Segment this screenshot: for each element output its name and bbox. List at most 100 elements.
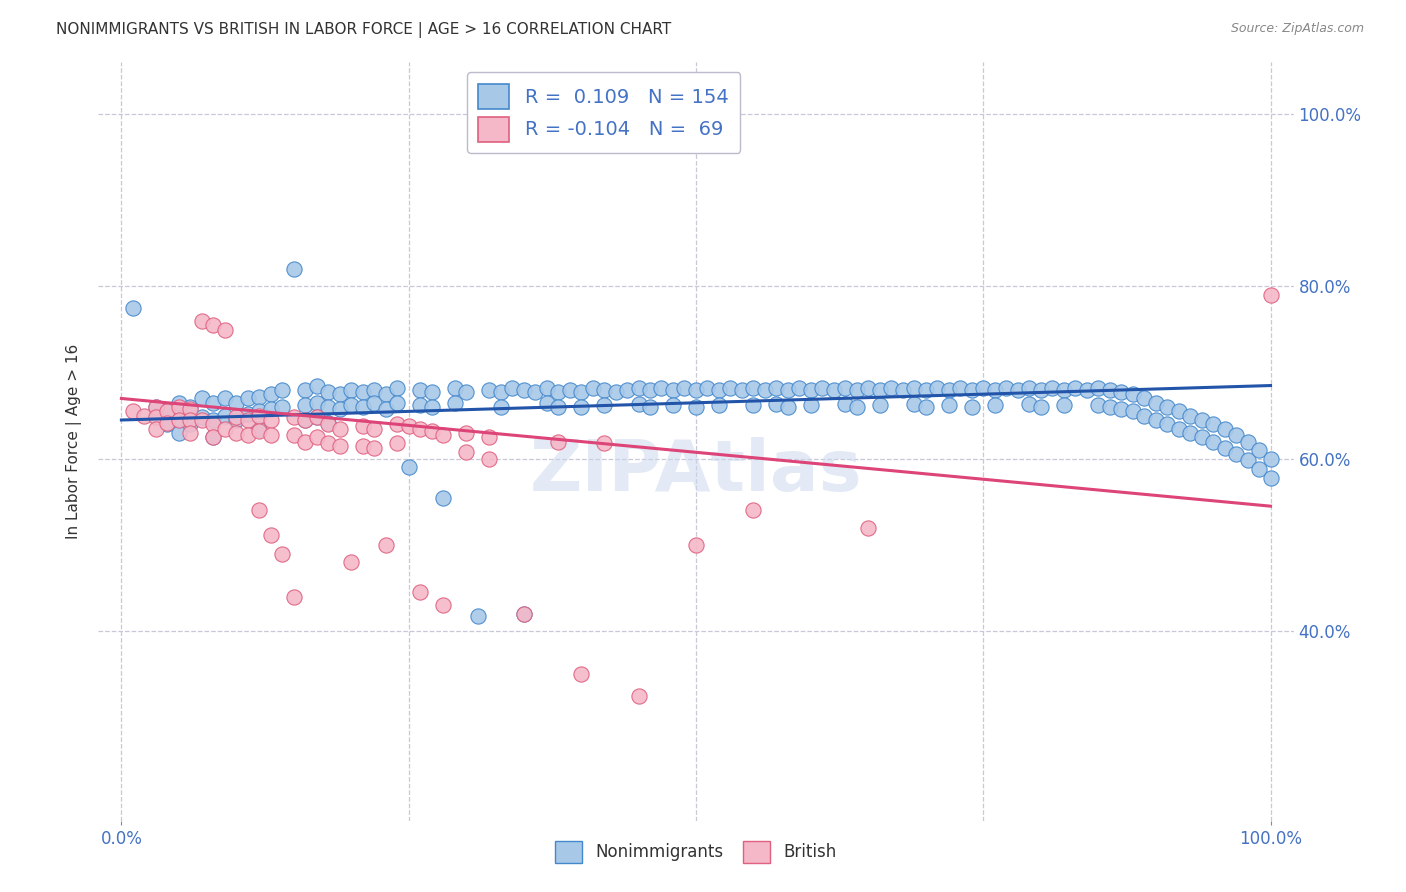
Point (409, 398, 432, 412)
Point (214, 409, 236, 423)
Point (167, 396, 190, 410)
Point (271, 400, 294, 414)
Point (662, 383, 685, 397)
Point (569, 667, 592, 681)
Point (363, 383, 385, 397)
Point (880, 381, 903, 395)
Point (352, 384, 374, 399)
Point (960, 400, 983, 414)
Point (329, 387, 352, 401)
Point (167, 425, 190, 440)
Point (225, 425, 247, 440)
Point (707, 398, 730, 412)
Text: NONIMMIGRANTS VS BRITISH IN LABOR FORCE | AGE > 16 CORRELATION CHART: NONIMMIGRANTS VS BRITISH IN LABOR FORCE … (56, 22, 672, 38)
Point (720, 381, 742, 395)
Point (593, 383, 616, 397)
Point (1087, 398, 1109, 412)
Point (374, 538, 396, 552)
Point (1098, 383, 1121, 397)
Y-axis label: In Labor Force | Age > 16: In Labor Force | Age > 16 (66, 344, 83, 539)
Point (627, 381, 650, 395)
Point (1029, 383, 1052, 397)
Point (202, 396, 225, 410)
Point (627, 689, 650, 703)
Point (569, 400, 592, 414)
Point (179, 413, 201, 427)
Point (294, 398, 316, 412)
Point (420, 384, 443, 399)
Point (340, 383, 363, 397)
Point (638, 383, 661, 397)
Point (581, 381, 603, 395)
Point (765, 397, 787, 411)
Point (938, 383, 960, 397)
Point (305, 396, 328, 410)
Point (776, 383, 799, 397)
Point (456, 425, 478, 440)
Point (316, 436, 339, 450)
Point (696, 381, 718, 395)
Point (179, 401, 201, 416)
Point (1225, 447, 1247, 461)
Point (294, 434, 316, 449)
Point (1133, 392, 1156, 406)
Point (145, 400, 167, 414)
Point (374, 387, 396, 401)
Point (432, 427, 454, 442)
Point (432, 599, 454, 613)
Point (225, 413, 247, 427)
Point (1236, 453, 1258, 467)
Point (214, 392, 236, 406)
Point (512, 383, 534, 397)
Point (167, 413, 190, 427)
Point (927, 381, 949, 395)
Point (352, 419, 374, 434)
Point (512, 607, 534, 621)
Text: ZIPAtlas: ZIPAtlas (530, 437, 862, 507)
Point (845, 383, 868, 397)
Point (707, 383, 730, 397)
Point (167, 400, 190, 414)
Point (742, 381, 765, 395)
Point (283, 262, 305, 277)
Point (363, 422, 385, 436)
Point (385, 381, 409, 395)
Point (260, 401, 283, 416)
Point (305, 410, 328, 425)
Point (305, 410, 328, 425)
Point (1029, 400, 1052, 414)
Point (316, 417, 339, 432)
Point (247, 424, 270, 438)
Point (294, 413, 316, 427)
Point (811, 381, 834, 395)
Point (536, 381, 558, 395)
Point (512, 607, 534, 621)
Point (443, 381, 465, 395)
Text: Source: ZipAtlas.com: Source: ZipAtlas.com (1230, 22, 1364, 36)
Point (385, 396, 409, 410)
Point (478, 451, 501, 466)
Point (179, 425, 201, 440)
Point (1167, 422, 1189, 436)
Point (385, 436, 409, 450)
Point (1007, 383, 1029, 397)
Point (569, 384, 592, 399)
Point (1053, 383, 1076, 397)
Point (316, 416, 339, 430)
Point (236, 427, 259, 442)
Point (638, 400, 661, 414)
Point (398, 419, 420, 434)
Point (489, 384, 512, 399)
Point (891, 383, 914, 397)
Point (156, 416, 179, 430)
Point (984, 398, 1007, 412)
Point (294, 413, 316, 427)
Point (501, 381, 523, 395)
Point (869, 383, 891, 397)
Point (398, 460, 420, 475)
Point (156, 417, 179, 432)
Point (1053, 398, 1076, 412)
Point (236, 392, 259, 406)
Point (742, 398, 765, 412)
Point (260, 413, 283, 427)
